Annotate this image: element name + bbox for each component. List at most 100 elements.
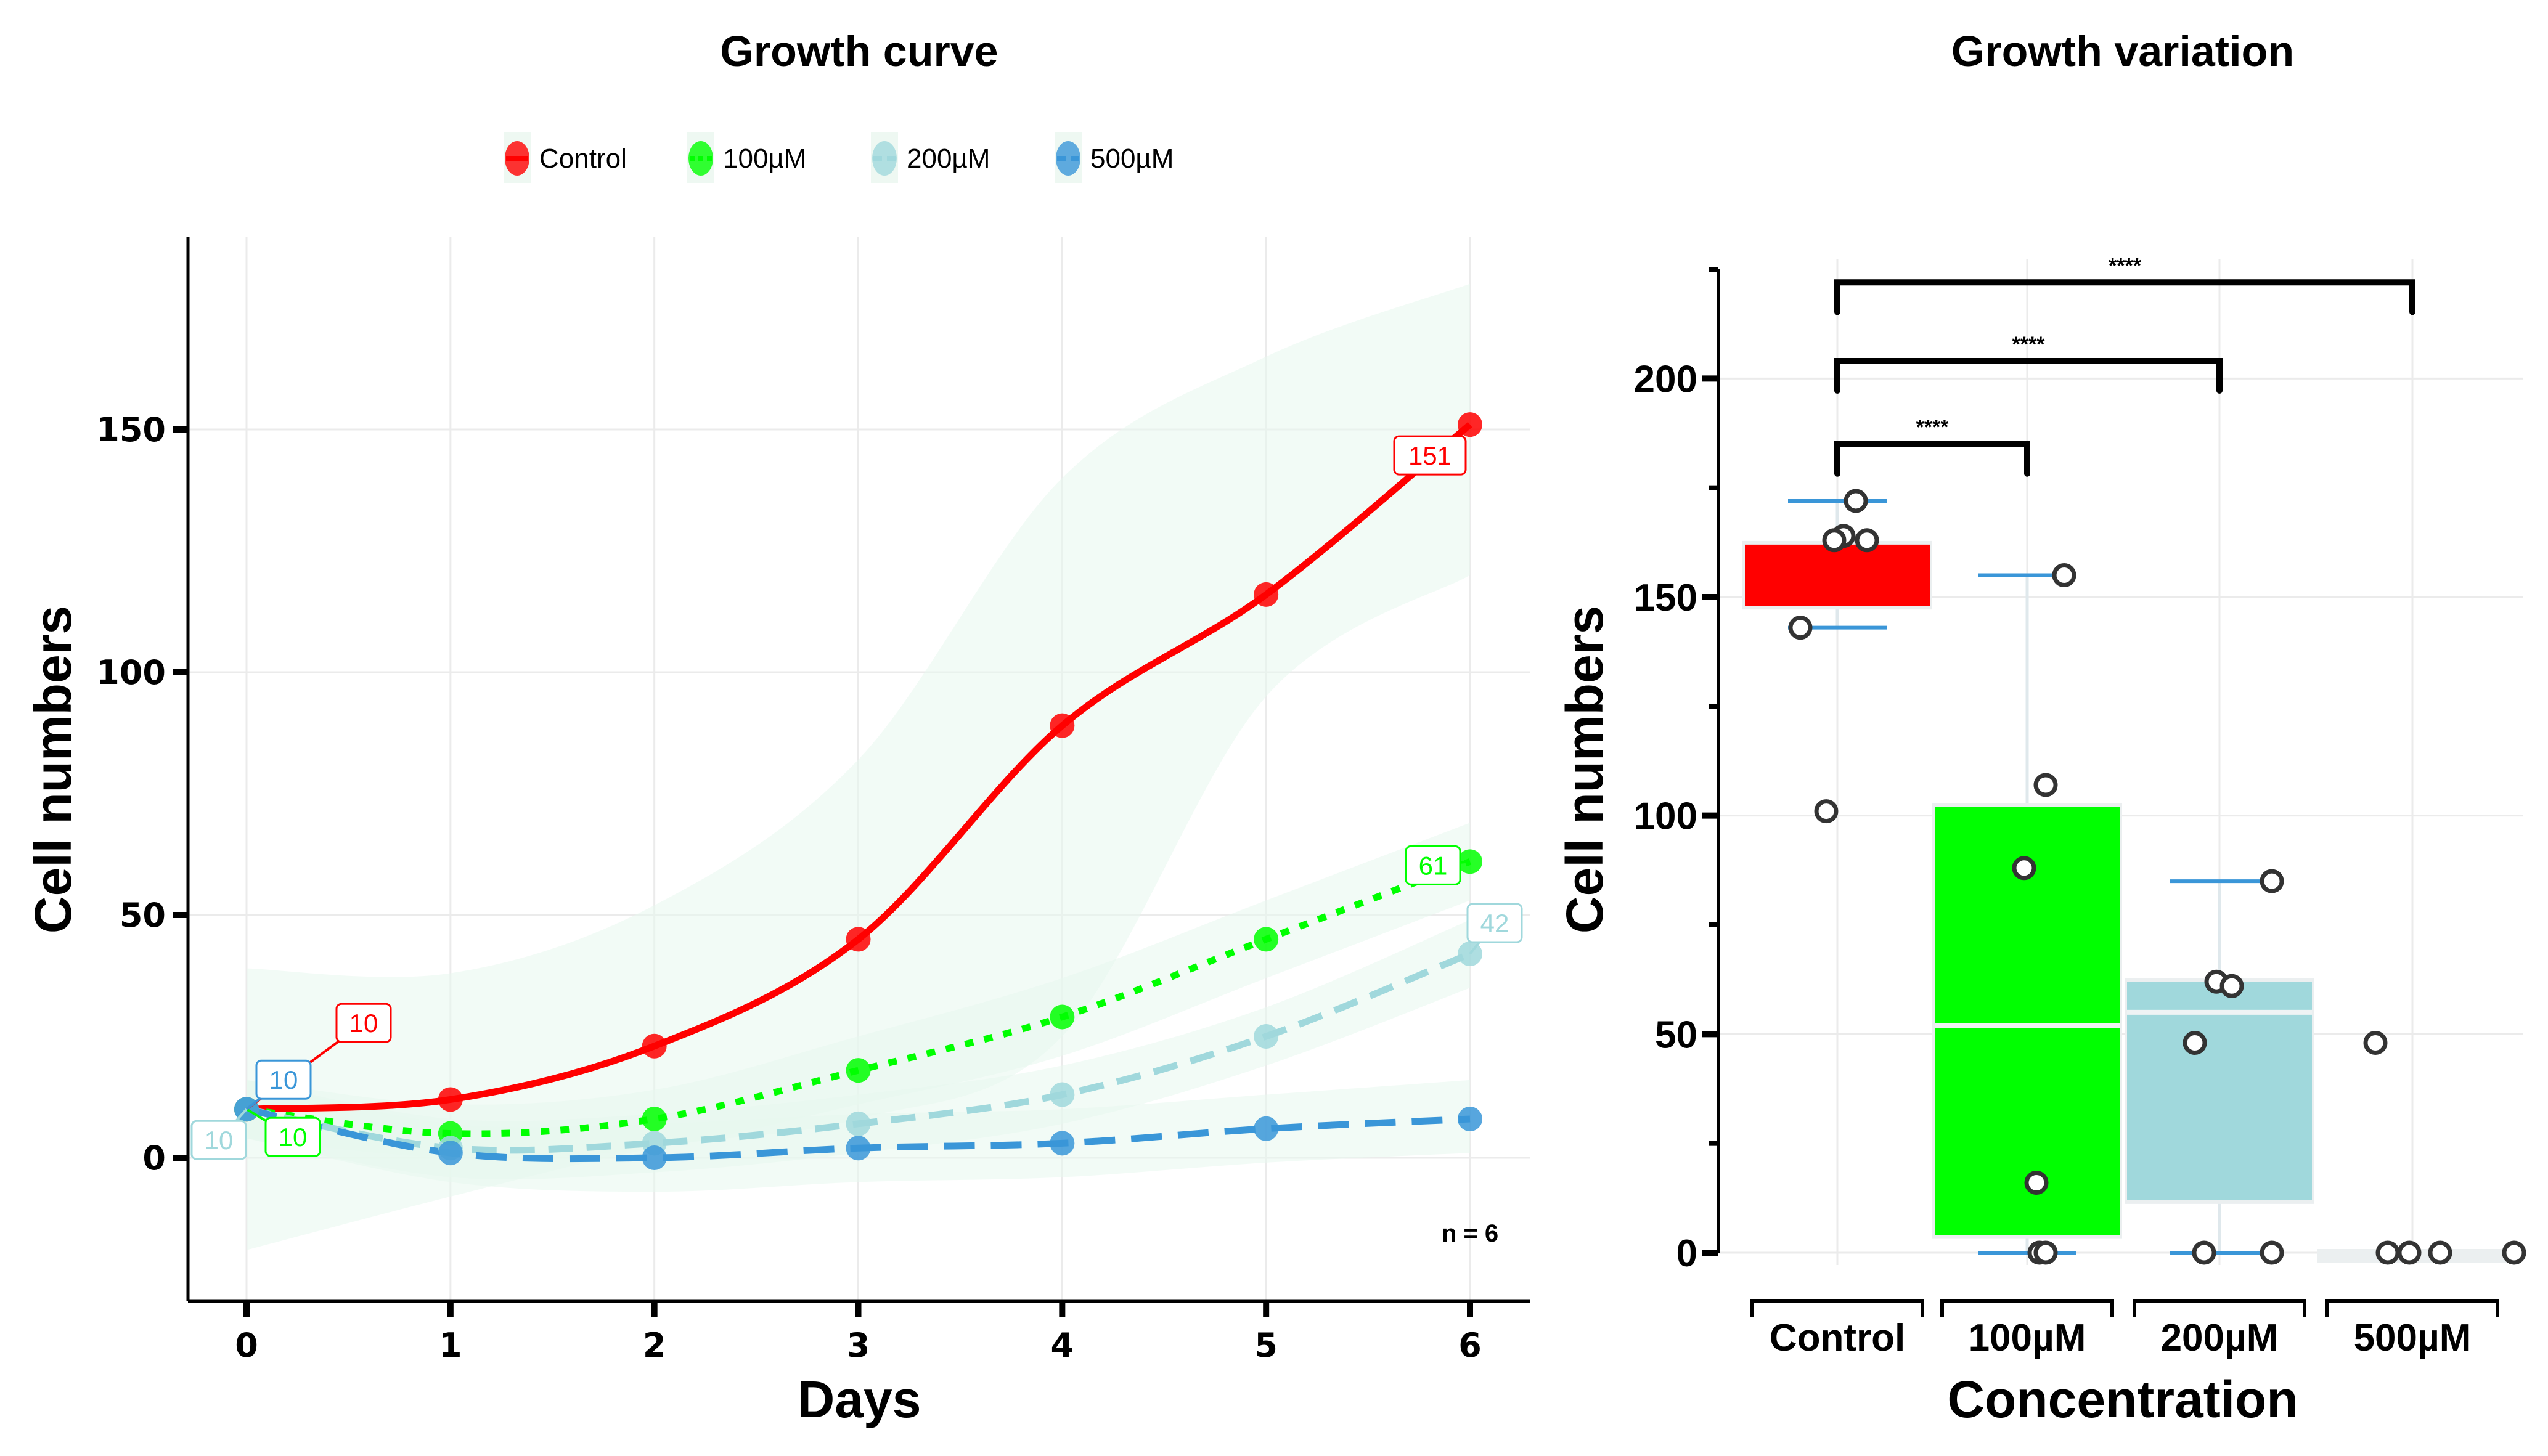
y-tick-label: 0: [142, 1139, 166, 1177]
n-annotation: n = 6: [1442, 1220, 1498, 1247]
growth-variation-title: Growth variation: [1951, 27, 2294, 75]
data-point-100µm: [2033, 773, 2058, 797]
y-axis-title-right: Cell numbers: [1556, 606, 1614, 933]
data-point-500µm: [1458, 1106, 1482, 1131]
axes: 0 50 100 150 0 1 2 3 4 5 6: [96, 237, 1530, 1365]
x-category-bracket: 500µM: [2325, 1299, 2499, 1359]
axes: 0 50 100 150 200 Control 100µM 200µM 500µM: [1634, 267, 2499, 1359]
significance-bracket: ****: [1834, 333, 2223, 394]
legend-label: 100µM: [723, 144, 806, 174]
label-text: 10: [269, 1065, 298, 1094]
data-point-500µm: [2428, 1240, 2452, 1265]
legend-item-500µm: 500µM: [1055, 132, 1174, 183]
data-point-control: [1814, 799, 1839, 824]
data-label-500µm: 10: [245, 1059, 312, 1110]
data-point-100µm: [2012, 856, 2036, 881]
y-tick-label: 50: [1655, 1014, 1697, 1056]
data-label-control: 151: [1393, 423, 1471, 476]
data-point-100µm: [2052, 563, 2076, 588]
y-tick-label: 0: [1676, 1232, 1697, 1275]
y-tick-label: 150: [1634, 577, 1697, 619]
data-point-control: [1844, 489, 1868, 513]
box-body: [2127, 982, 2312, 1200]
label-box: [255, 1059, 312, 1100]
data-point-control: [846, 927, 871, 952]
x-tick-label: 0: [235, 1326, 258, 1365]
significance-label: ****: [1916, 416, 1950, 439]
y-tick-label: 50: [120, 896, 166, 935]
x-tick-label: 1: [439, 1326, 462, 1365]
x-tick-label: 5: [1254, 1326, 1278, 1365]
data-point-200µm: [1254, 1024, 1279, 1049]
category-bracket-line: [1750, 1299, 1924, 1317]
data-labels: 10 151 10 61 10 42 10: [190, 423, 1523, 1160]
label-box: [1466, 903, 1523, 943]
data-point-100µm: [846, 1058, 871, 1083]
data-point-200µm: [2183, 1031, 2207, 1055]
x-tick-label: 200µM: [2161, 1317, 2279, 1359]
label-text: 10: [349, 1009, 378, 1038]
y-tick-label: 200: [1634, 358, 1697, 401]
data-point-control: [438, 1087, 463, 1112]
label-box: [190, 1120, 247, 1160]
data-point-200µm: [2219, 974, 2244, 998]
category-bracket-line: [2133, 1299, 2306, 1317]
y-tick-label: 150: [96, 410, 166, 449]
label-box: [1393, 435, 1467, 476]
data-point-100µm: [2033, 1240, 2058, 1265]
legend-item-control: Control: [504, 132, 627, 183]
box-100µm: [1932, 573, 2122, 1255]
data-label-100µm: 61: [1405, 845, 1471, 885]
data-point-200µm: [2260, 1240, 2284, 1265]
legend-label: 500µM: [1090, 144, 1174, 174]
data-label-200µm: 10: [190, 1108, 248, 1160]
data-point-200µm: [2260, 869, 2284, 893]
growth-variation-panel: Growth variation **** **** **** 0 50 100 150 2…: [1556, 27, 2526, 1428]
data-point-500µm: [2502, 1240, 2526, 1265]
label-text: 10: [279, 1123, 308, 1152]
growth-curve-panel: Growth curve Control 100µM 200µM 500µM 1015…: [24, 27, 1530, 1428]
jitter-points: [1788, 489, 2526, 1265]
x-tick-label: 4: [1051, 1326, 1074, 1365]
data-point-100µm: [642, 1106, 667, 1131]
label-box: [264, 1116, 321, 1157]
data-point-500µm: [2397, 1240, 2422, 1265]
significance-brackets: **** **** ****: [1834, 254, 2415, 477]
significance-label: ****: [2012, 333, 2046, 356]
x-category-bracket: 200µM: [2133, 1299, 2306, 1359]
data-point-control: [642, 1033, 667, 1059]
data-point-500µm: [2375, 1240, 2400, 1265]
x-tick-label: 2: [643, 1326, 666, 1365]
data-point-500µm: [1254, 1116, 1279, 1141]
x-tick-label: 100µM: [1969, 1317, 2086, 1359]
data-point-200µm: [1050, 1082, 1075, 1107]
box-control: [1742, 498, 1932, 630]
label-text: 42: [1480, 909, 1509, 938]
significance-bracket: ****: [1834, 254, 2415, 315]
data-point-100µm: [2024, 1171, 2049, 1195]
y-tick-label: 100: [96, 653, 166, 692]
box-200µm: [2125, 879, 2314, 1255]
data-label-200µm: 42: [1466, 903, 1523, 955]
bracket-line: [1834, 357, 2223, 394]
x-tick-label: 500µM: [2354, 1317, 2472, 1359]
x-category-bracket: Control: [1750, 1299, 1924, 1359]
data-point-500µm: [1050, 1131, 1075, 1156]
boxes: [1742, 498, 2507, 1263]
legend-item-200µm: 200µM: [871, 132, 990, 183]
legend: Control 100µM 200µM 500µM: [504, 132, 1174, 183]
growth-curve-title: Growth curve: [720, 27, 998, 75]
bracket-line: [1834, 279, 2415, 315]
confidence-band-control: [247, 283, 1470, 1250]
data-point-500µm: [438, 1141, 463, 1166]
data-point-100µm: [1050, 1004, 1075, 1030]
label-box: [335, 1003, 392, 1043]
y-axis-title: Cell numbers: [24, 606, 82, 933]
label-text: 10: [205, 1126, 234, 1155]
data-point-control: [1822, 528, 1847, 553]
legend-label: 200µM: [907, 144, 990, 174]
bracket-line: [1834, 441, 2030, 477]
x-tick-label: 6: [1458, 1326, 1482, 1365]
x-axis-title-right: Concentration: [1947, 1370, 2298, 1428]
